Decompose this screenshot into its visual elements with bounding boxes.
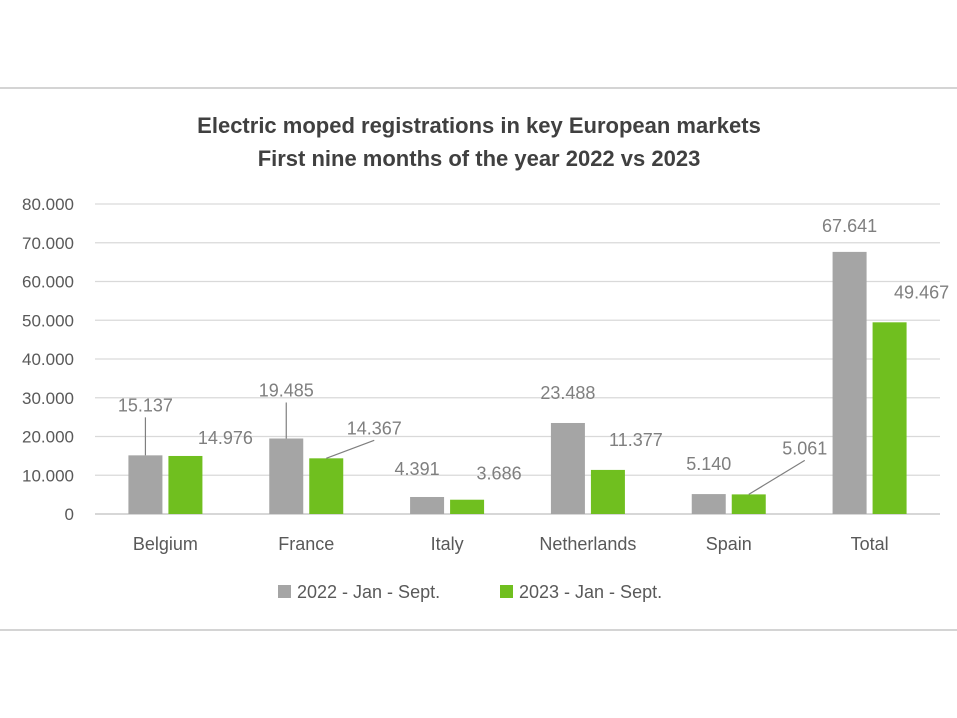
data-label: 5.140 <box>686 454 731 474</box>
data-label: 14.367 <box>347 418 402 438</box>
y-tick-label: 80.000 <box>22 195 74 214</box>
data-label: 49.467 <box>894 282 949 302</box>
legend: 2022 - Jan - Sept. 2023 - Jan - Sept. <box>278 582 662 602</box>
bar <box>410 496 445 514</box>
y-tick-label: 60.000 <box>22 273 74 292</box>
leader-line <box>748 459 806 495</box>
data-labels: 15.137 14.976 19.485 14.367 4.391 3.686 23.488… <box>118 216 949 484</box>
x-category-label: Italy <box>431 534 464 554</box>
gridlines <box>95 203 940 515</box>
legend-swatch <box>500 585 513 598</box>
bottom-divider <box>0 629 957 631</box>
data-label: 5.061 <box>782 438 827 458</box>
data-label: 15.137 <box>118 395 173 415</box>
x-category-label: Spain <box>706 534 752 554</box>
chart-subtitle: First nine months of the year 2022 vs 20… <box>258 146 701 171</box>
label-leader-lines <box>144 402 806 495</box>
legend-swatch <box>278 585 291 598</box>
y-tick-label: 0 <box>65 505 74 524</box>
x-category-label: Belgium <box>133 534 198 554</box>
data-label: 11.377 <box>609 430 663 450</box>
y-axis: 0 10.000 20.000 30.000 40.000 50.000 60.000 70.… <box>22 195 74 524</box>
y-tick-label: 30.000 <box>22 389 74 408</box>
bar <box>309 458 344 514</box>
x-axis: Belgium France Italy Netherlands Spain Total <box>133 534 889 554</box>
bar <box>691 494 726 514</box>
data-label: 19.485 <box>259 380 314 400</box>
y-tick-label: 40.000 <box>22 350 74 369</box>
bar <box>128 455 163 514</box>
legend-label: 2022 - Jan - Sept. <box>297 582 440 602</box>
top-divider <box>0 87 957 89</box>
chart-title: Electric moped registrations in key Euro… <box>197 113 761 138</box>
bar <box>731 494 766 514</box>
bar <box>269 438 304 514</box>
data-label: 4.391 <box>395 459 440 479</box>
bar <box>872 322 907 514</box>
bar <box>450 499 485 514</box>
bar <box>832 251 867 515</box>
data-label: 23.488 <box>540 383 595 403</box>
bar <box>590 469 625 514</box>
x-category-label: France <box>278 534 334 554</box>
y-tick-label: 70.000 <box>22 234 74 253</box>
y-tick-label: 20.000 <box>22 428 74 447</box>
leader-line <box>326 439 375 459</box>
x-category-label: Total <box>851 534 889 554</box>
data-label: 3.686 <box>477 464 522 484</box>
bars <box>128 251 907 515</box>
data-label: 67.641 <box>822 216 877 236</box>
y-tick-label: 10.000 <box>22 466 74 485</box>
x-category-label: Netherlands <box>539 534 636 554</box>
bar <box>168 455 203 514</box>
legend-label: 2023 - Jan - Sept. <box>519 582 662 602</box>
y-tick-label: 50.000 <box>22 311 74 330</box>
data-label: 14.976 <box>198 428 253 448</box>
bar <box>550 422 585 514</box>
